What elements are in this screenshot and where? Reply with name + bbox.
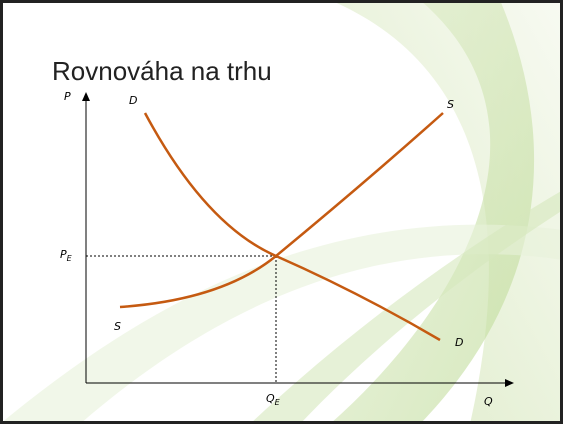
x-axis-label: Q (484, 395, 493, 408)
label-main: Q (266, 392, 275, 405)
page: {"title": "Rovnováha na trhu", "axes": {… (0, 0, 563, 424)
supply-label: S (447, 98, 454, 111)
demand-label: D (455, 336, 463, 349)
slide: Rovnováha na trhu P Q D D S S PE QE (0, 0, 563, 424)
supply-label: S (114, 320, 121, 333)
demand-label: D (129, 94, 137, 107)
y-axis-label: P (64, 90, 71, 103)
title: Rovnováha na trhu (52, 56, 272, 86)
